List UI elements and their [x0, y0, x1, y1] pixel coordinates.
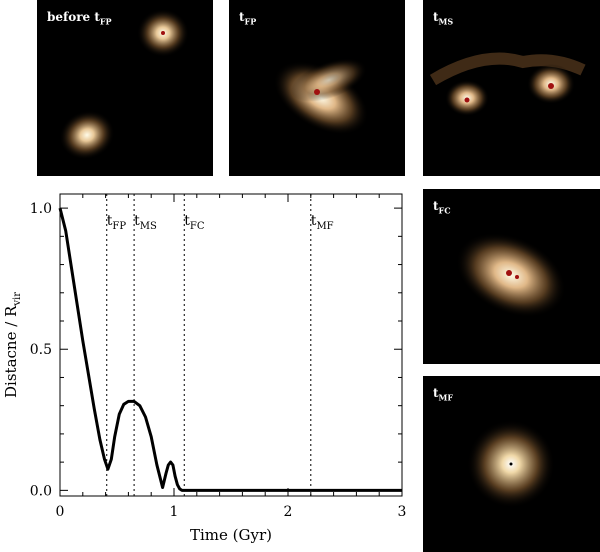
y-tick-label: 1.0: [30, 201, 52, 217]
panel-label-fp: tFP: [239, 10, 257, 27]
event-label: tMS: [134, 213, 157, 232]
y-axis-label: Distacne / Rvir: [2, 292, 23, 398]
event-label: tFC: [184, 213, 205, 232]
distance-curve: [58, 207, 402, 492]
galaxy-image-before-fp: [59, 9, 189, 160]
panel-label-fc: tFC: [433, 199, 451, 216]
x-axis-label: Time (Gyr): [190, 526, 272, 544]
event-label: tFP: [107, 213, 127, 232]
panel-label-mf: tMF: [433, 386, 454, 403]
galaxy-image-fc: [456, 232, 566, 318]
panel-ms: tMS: [423, 0, 600, 176]
panel-fp: tFP: [229, 0, 405, 176]
galaxy-image-ms: [429, 52, 586, 116]
galaxy-image-fp: [273, 58, 369, 135]
y-tick-label: 0.5: [30, 342, 52, 358]
x-tick-label: 1: [170, 504, 179, 520]
galaxy-image-mf: [467, 420, 555, 508]
panel-label-before-fp: before tFP: [47, 10, 112, 27]
panel-before-fp: before tFP: [37, 0, 213, 176]
panel-mf: tMF: [423, 376, 600, 552]
distance-time-chart: 0 1 2 3 0.0 0.5 1.0 Time (Gyr) Distacne / Rvir tF…: [2, 193, 407, 544]
x-tick-label: 0: [56, 504, 65, 520]
panel-fc: tFC: [423, 189, 600, 364]
panel-label-ms: tMS: [433, 10, 454, 27]
event-label: tMF: [311, 213, 334, 232]
y-tick-label: 0.0: [30, 483, 52, 499]
x-tick-label: 2: [284, 504, 293, 520]
x-tick-label: 3: [398, 504, 407, 520]
plot-frame: [59, 193, 403, 497]
